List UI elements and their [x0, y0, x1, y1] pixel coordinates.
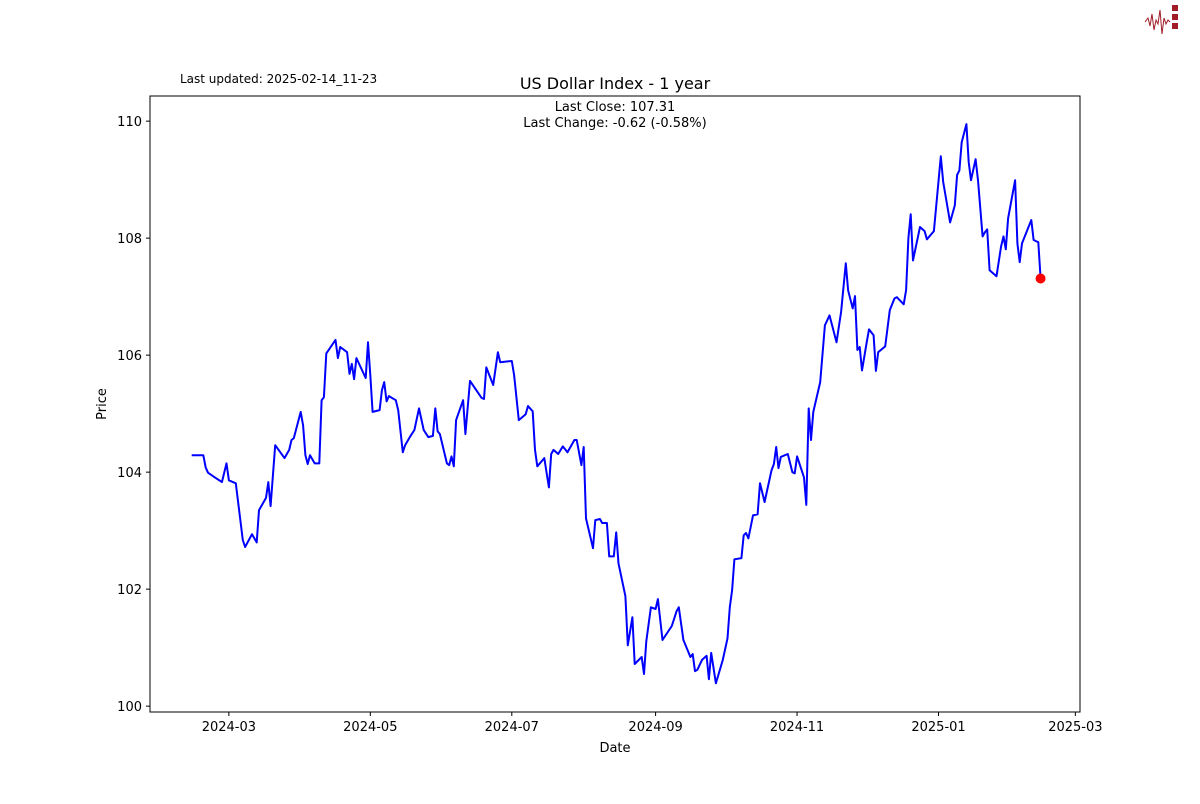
x-axis: 2024-03 2024-05 2024-07 2024-09 2024-11 2025-… [202, 712, 1103, 735]
last-close-annotation: Last Close: 107.31 [555, 100, 676, 115]
logo-waveform-icon [1144, 9, 1171, 35]
y-axis-label: Price [95, 388, 110, 420]
y-tick-label: 102 [117, 583, 142, 598]
y-axis: 100 102 104 106 108 110 [117, 115, 150, 715]
last-change-annotation: Last Change: -0.62 (-0.58%) [523, 116, 706, 131]
price-line [191, 123, 1042, 685]
y-tick-label: 104 [117, 466, 142, 481]
x-tick-label: 2025-03 [1048, 720, 1102, 735]
x-tick-label: 2024-07 [485, 720, 539, 735]
y-tick-label: 108 [117, 232, 142, 247]
signal2noise-logo [1144, 5, 1178, 35]
chart-title: US Dollar Index - 1 year [520, 74, 711, 93]
x-tick-label: 2025-01 [911, 720, 965, 735]
y-tick-label: 100 [117, 700, 142, 715]
last-close-marker [1035, 273, 1046, 284]
x-tick-label: 2024-09 [628, 720, 682, 735]
axes-frame [149, 95, 1081, 713]
last-updated-label: Last updated: 2025-02-14_11-23 [180, 72, 377, 86]
x-tick-label: 2024-05 [343, 720, 397, 735]
plot-area: 2024-03 2024-05 2024-07 2024-09 2024-11 2025-… [117, 95, 1103, 735]
x-tick-label: 2024-03 [202, 720, 256, 735]
x-axis-label: Date [599, 741, 630, 756]
x-tick-label: 2024-11 [770, 720, 824, 735]
y-tick-label: 106 [117, 349, 142, 364]
y-tick-label: 110 [117, 115, 142, 130]
